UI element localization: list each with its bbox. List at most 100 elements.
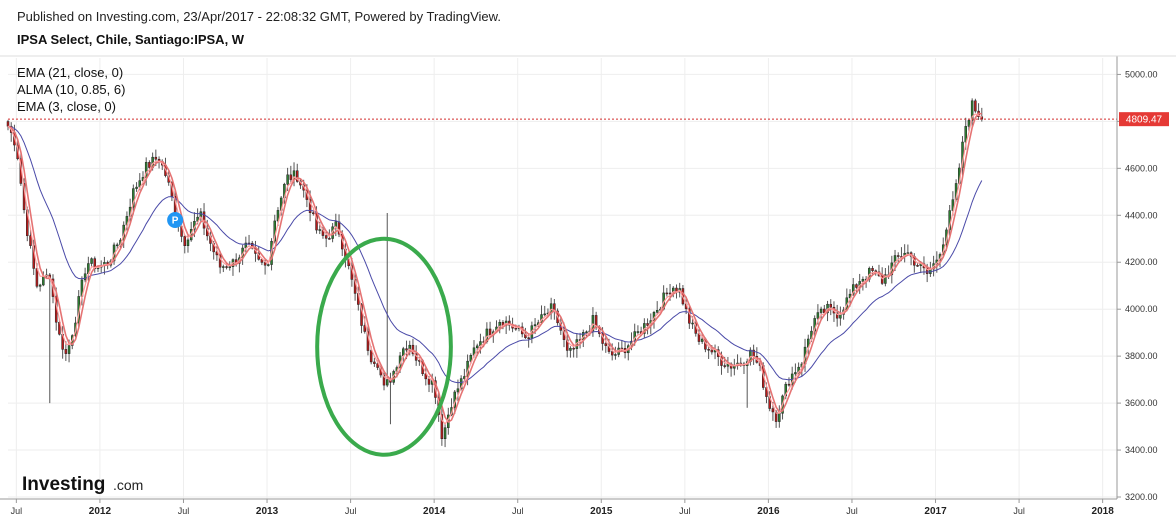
candle-down — [874, 270, 877, 272]
alma-line — [7, 112, 982, 424]
legend-ema-21: EMA (21, close, 0) — [17, 65, 123, 80]
candle-up — [884, 274, 887, 284]
candle-down — [527, 337, 530, 340]
x-tick-label: 2012 — [89, 506, 112, 517]
candle — [726, 356, 730, 373]
candle-down — [665, 292, 669, 295]
candle — [553, 299, 556, 320]
highlight-ellipse[interactable] — [315, 236, 453, 457]
ema-21-line — [7, 125, 983, 384]
candle — [199, 208, 203, 222]
candle — [713, 344, 717, 360]
candle — [896, 252, 900, 263]
y-tick-label: 3800.00 — [1125, 351, 1158, 361]
candle — [289, 165, 293, 184]
candle — [627, 343, 630, 361]
candle-up — [591, 315, 595, 332]
candle-down — [154, 156, 158, 160]
candle — [424, 367, 428, 386]
x-tick-label: Jul — [512, 506, 524, 516]
candle-down — [424, 373, 428, 380]
x-tick-label: 2017 — [924, 506, 947, 517]
candle — [655, 301, 659, 315]
candle-down — [710, 349, 714, 353]
candle-up — [469, 355, 473, 362]
candle — [970, 98, 974, 127]
candle-up — [585, 331, 588, 334]
candle — [636, 325, 640, 335]
candle-up — [475, 345, 479, 349]
candle — [202, 203, 206, 236]
logo-main: Investing — [22, 474, 105, 495]
candle — [861, 276, 865, 291]
candle-up — [569, 347, 572, 351]
candle — [411, 338, 415, 357]
candle — [132, 184, 135, 215]
x-tick-label: Jul — [11, 506, 23, 516]
candle — [755, 347, 759, 364]
y-tick-label: 4200.00 — [1125, 257, 1158, 267]
candle-up — [456, 388, 460, 393]
candle-down — [688, 308, 691, 324]
candle-up — [861, 278, 865, 282]
x-tick-label: 2016 — [757, 506, 780, 517]
candle-down — [896, 255, 900, 257]
candle-up — [816, 312, 820, 319]
price-marker-p[interactable]: P — [167, 211, 184, 228]
candle-down — [427, 378, 431, 385]
candle — [183, 235, 187, 254]
candle-down — [572, 347, 575, 350]
candle-up — [135, 186, 138, 189]
candle-up — [318, 229, 321, 231]
candle-down — [251, 242, 254, 249]
candle-down — [373, 361, 376, 364]
candle — [604, 335, 608, 353]
symbol-title: IPSA Select, Chile, Santiago:IPSA, W — [17, 32, 245, 47]
candle-up — [276, 210, 280, 222]
candle-up — [543, 313, 546, 316]
candle — [829, 299, 833, 316]
x-tick-label: Jul — [679, 506, 691, 516]
candle-up — [967, 120, 971, 127]
x-tick-label: 2013 — [256, 506, 279, 517]
candle-down — [925, 267, 929, 274]
candle — [440, 405, 444, 446]
candle — [819, 306, 823, 320]
y-tick-label: 4400.00 — [1125, 210, 1158, 220]
candle-down — [440, 414, 444, 439]
candle-down — [64, 349, 68, 354]
candle-down — [218, 254, 222, 268]
candle — [6, 119, 10, 131]
candle-up — [614, 354, 617, 356]
candle — [38, 283, 42, 292]
candle — [218, 250, 222, 274]
marker-label: P — [172, 215, 179, 226]
candle — [835, 304, 839, 327]
candle — [508, 315, 511, 331]
candle — [549, 297, 553, 320]
candle — [48, 273, 52, 404]
candle — [402, 346, 405, 362]
candle — [385, 212, 389, 388]
candle-up — [222, 266, 225, 268]
legend-alma: ALMA (10, 0.85, 6) — [17, 82, 125, 97]
candle — [745, 358, 749, 408]
candle — [135, 182, 138, 192]
logo-suffix: .com — [113, 477, 143, 493]
candle-down — [376, 363, 379, 368]
candle-down — [974, 100, 977, 112]
candle — [29, 229, 32, 249]
candle-down — [289, 174, 293, 180]
x-tick-label: Jul — [846, 506, 858, 516]
x-tick-label: Jul — [345, 506, 357, 516]
candle-down — [363, 325, 366, 332]
y-tick-label: 3600.00 — [1125, 398, 1158, 408]
candle-down — [771, 408, 775, 413]
candle-down — [707, 349, 710, 351]
y-tick-label: 3400.00 — [1125, 445, 1158, 455]
candle-down — [29, 235, 32, 246]
candlestick-series — [6, 98, 984, 448]
candle — [916, 263, 919, 267]
candle-down — [225, 266, 228, 268]
